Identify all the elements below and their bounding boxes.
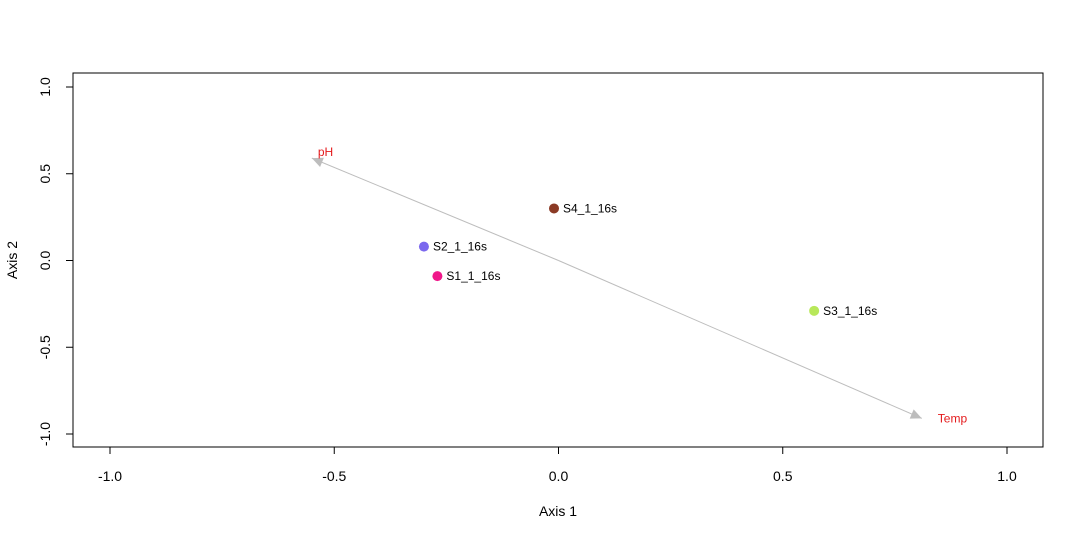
vector-group: pH Temp (311, 145, 968, 425)
y-tick-label: 1.0 (37, 77, 53, 97)
vector-arrowhead-temp (909, 409, 922, 419)
x-axis: -1.0 -0.5 0.0 0.5 1.0 (98, 446, 1017, 484)
point-label-s2_1_16s: S2_1_16s (433, 240, 487, 254)
x-tick-label: -0.5 (322, 468, 346, 484)
y-axis: -1.0 -0.5 0.0 0.5 1.0 (37, 77, 74, 446)
y-tick-label: -1.0 (37, 422, 53, 446)
vector-label-temp: Temp (938, 411, 968, 425)
vector-line-temp (558, 260, 922, 419)
y-axis-title: Axis 2 (4, 241, 20, 279)
point-group: S4_1_16s S2_1_16s S1_1_16s S3_1_16s (418, 201, 877, 318)
x-tick-label: 0.0 (549, 468, 569, 484)
vector-line-ph (311, 157, 559, 261)
point-label-s3_1_16s: S3_1_16s (823, 304, 877, 318)
point-s1_1_16s (432, 271, 443, 282)
x-tick-label: 0.5 (773, 468, 793, 484)
point-s3_1_16s (809, 305, 820, 316)
x-tick-label: -1.0 (98, 468, 122, 484)
point-label-s4_1_16s: S4_1_16s (563, 201, 617, 215)
point-s2_1_16s (418, 241, 429, 252)
y-tick-label: -0.5 (37, 335, 53, 359)
vector-arrowhead-ph (311, 157, 324, 167)
y-tick-label: 0.5 (37, 164, 53, 184)
point-s4_1_16s (549, 203, 560, 214)
x-tick-label: 1.0 (997, 468, 1017, 484)
point-label-s1_1_16s: S1_1_16s (446, 269, 500, 283)
y-tick-label: 0.0 (37, 251, 53, 271)
x-axis-title: Axis 1 (539, 503, 577, 519)
vector-label-ph: pH (318, 145, 333, 159)
